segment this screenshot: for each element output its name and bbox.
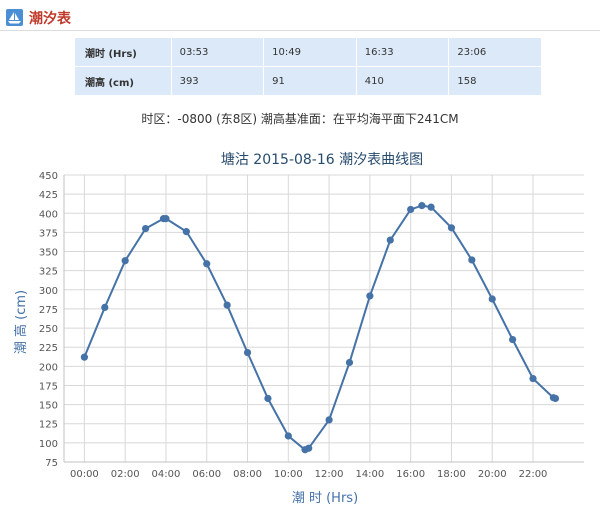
tide-chart: 塘沽 2015-08-16 潮汐表曲线图 450 425 400 375 350 325 3… — [13, 152, 584, 506]
data-point — [366, 292, 374, 300]
y-tick-label: 175 — [39, 381, 58, 392]
y-tick-label: 225 — [39, 343, 58, 354]
header-bar: 潮汐表 — [0, 0, 600, 34]
data-point — [121, 257, 129, 265]
row-label: 潮时 (Hrs) — [74, 37, 172, 67]
row-label: 潮高 (cm) — [74, 66, 172, 96]
y-tick-label: 325 — [39, 267, 58, 278]
data-point — [182, 228, 190, 236]
data-point — [203, 260, 211, 268]
tide-table: 潮时 (Hrs) 03:53 10:49 16:33 23:06 潮高 (cm)… — [74, 37, 542, 96]
y-tick-label: 375 — [39, 228, 58, 239]
y-tick-label: 350 — [39, 248, 58, 259]
y-tick-label: 100 — [39, 439, 58, 450]
page-title: 潮汐表 — [29, 11, 71, 27]
x-tick-label: 22:00 — [519, 469, 548, 480]
table-cell: 10:49 — [263, 37, 357, 67]
data-point — [223, 301, 231, 309]
table-cell: 16:33 — [355, 37, 450, 67]
data-point — [243, 348, 252, 357]
x-tick-label: 20:00 — [478, 469, 507, 480]
data-point — [141, 224, 150, 233]
data-point — [305, 444, 313, 452]
data-point — [407, 205, 415, 214]
x-tick-label: 08:00 — [233, 469, 262, 480]
x-tick-label: 06:00 — [192, 469, 221, 480]
x-axis-label: 潮 时 (Hrs) — [292, 491, 358, 506]
timezone-note: 时区：-0800 (东8区) 潮高基准面：在平均海平面下241CM — [141, 112, 459, 126]
y-tick-label: 75 — [45, 458, 58, 469]
y-tick-label: 400 — [39, 209, 58, 220]
x-tick-label: 12:00 — [315, 469, 344, 480]
data-point — [468, 256, 476, 264]
table-cell: 393 — [170, 66, 265, 96]
chart-grid — [63, 174, 584, 463]
y-tick-label: 150 — [39, 401, 58, 412]
y-tick-label: 200 — [39, 362, 58, 373]
header-divider — [0, 30, 600, 31]
data-point — [345, 358, 354, 367]
data-point — [386, 236, 394, 244]
y-axis-label: 潮 高 (cm) — [13, 290, 29, 354]
data-point — [325, 416, 333, 424]
data-point — [284, 432, 292, 440]
data-point — [509, 335, 517, 344]
data-point — [264, 394, 272, 403]
table-cell: 91 — [263, 66, 357, 96]
table-cell: 03:53 — [170, 37, 265, 67]
y-tick-label: 275 — [39, 305, 58, 316]
table-row: 潮高 (cm) 393 91 410 158 — [74, 66, 542, 96]
table-row: 潮时 (Hrs) 03:53 10:49 16:33 23:06 — [74, 37, 542, 67]
x-tick-label: 00:00 — [70, 469, 99, 480]
data-point — [427, 203, 435, 211]
chart-title: 塘沽 2015-08-16 潮汐表曲线图 — [221, 152, 423, 168]
x-tick-label: 16:00 — [396, 469, 425, 480]
table-cell: 158 — [448, 66, 542, 96]
data-point — [418, 202, 426, 210]
data-point — [488, 295, 496, 303]
boat-icon — [6, 9, 23, 26]
y-tick-label: 300 — [39, 286, 58, 297]
x-tick-label: 04:00 — [152, 469, 181, 480]
y-tick-label: 450 — [39, 171, 58, 182]
y-tick-label: 250 — [39, 324, 58, 335]
y-axis-ticks: 450 425 400 375 350 325 300 275 250 225 200 175 150 1… — [39, 171, 58, 469]
data-point — [529, 374, 537, 383]
x-axis-ticks: 00:00 02:00 04:00 06:00 08:00 10:00 12:00 14:00… — [70, 469, 547, 480]
data-point — [101, 303, 109, 312]
data-point — [162, 215, 170, 223]
data-point — [80, 353, 88, 361]
table-cell: 410 — [355, 66, 450, 96]
x-tick-label: 14:00 — [355, 469, 384, 480]
y-tick-label: 425 — [39, 190, 58, 201]
x-tick-label: 02:00 — [111, 469, 140, 480]
data-point — [551, 394, 560, 403]
table-cell: 23:06 — [448, 37, 542, 67]
data-point — [447, 224, 456, 232]
x-tick-label: 18:00 — [437, 469, 466, 480]
x-tick-label: 10:00 — [274, 469, 303, 480]
data-points — [80, 202, 560, 454]
y-tick-label: 125 — [39, 420, 58, 431]
